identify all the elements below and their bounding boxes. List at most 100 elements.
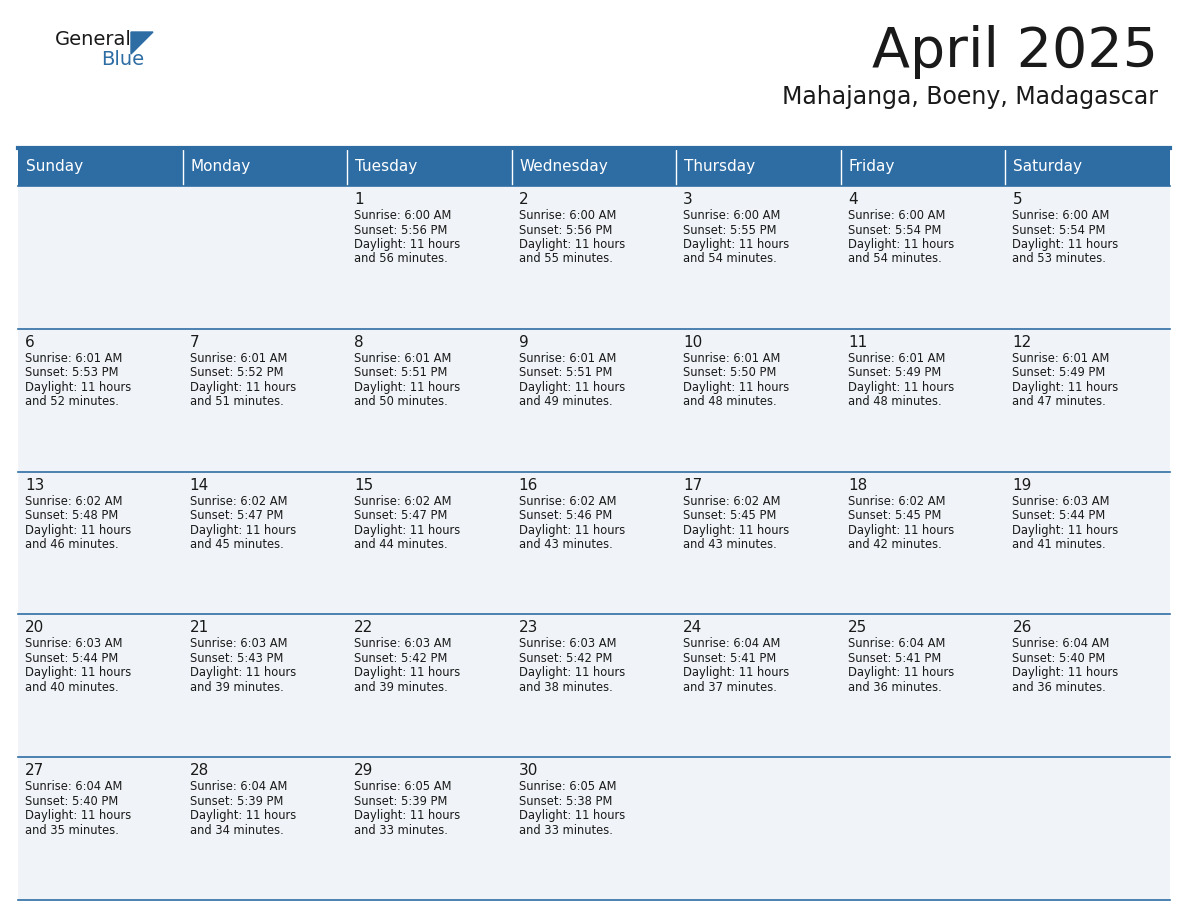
Text: and 38 minutes.: and 38 minutes. [519,681,613,694]
Text: Sunset: 5:44 PM: Sunset: 5:44 PM [1012,509,1106,522]
Text: and 49 minutes.: and 49 minutes. [519,396,612,409]
Bar [841,148,1005,186]
Text: 22: 22 [354,621,373,635]
Text: Sunrise: 6:00 AM: Sunrise: 6:00 AM [848,209,946,222]
Text: Sunset: 5:55 PM: Sunset: 5:55 PM [683,223,777,237]
Text: Sunset: 5:44 PM: Sunset: 5:44 PM [25,652,119,665]
Text: Sunrise: 6:01 AM: Sunrise: 6:01 AM [683,352,781,364]
Text: Daylight: 11 hours: Daylight: 11 hours [1012,523,1119,537]
Bar [676,329,841,472]
Text: Daylight: 11 hours: Daylight: 11 hours [683,666,790,679]
Text: Sunset: 5:45 PM: Sunset: 5:45 PM [683,509,777,522]
Bar [347,614,512,757]
Bar [676,148,841,186]
Text: April 2025: April 2025 [872,25,1158,79]
Bar [1005,148,1170,186]
Bar [676,757,841,900]
Bar [512,186,676,329]
Text: Tuesday: Tuesday [355,160,417,174]
Text: Sunrise: 6:01 AM: Sunrise: 6:01 AM [519,352,617,364]
Text: Blue: Blue [101,50,144,69]
Text: Monday: Monday [190,160,251,174]
Bar [512,329,676,472]
Text: Sunset: 5:47 PM: Sunset: 5:47 PM [190,509,283,522]
Bar [1005,757,1170,900]
Text: Sunrise: 6:01 AM: Sunrise: 6:01 AM [1012,352,1110,364]
Text: 14: 14 [190,477,209,493]
Bar [347,472,512,614]
Text: 27: 27 [25,763,44,778]
Text: Sunset: 5:39 PM: Sunset: 5:39 PM [190,795,283,808]
Text: Sunset: 5:41 PM: Sunset: 5:41 PM [683,652,777,665]
Text: Daylight: 11 hours: Daylight: 11 hours [354,523,461,537]
Text: Sunset: 5:49 PM: Sunset: 5:49 PM [1012,366,1106,379]
Bar [183,472,347,614]
Text: and 42 minutes.: and 42 minutes. [848,538,942,551]
Text: Sunset: 5:40 PM: Sunset: 5:40 PM [25,795,119,808]
Text: and 33 minutes.: and 33 minutes. [354,823,448,836]
Text: Sunrise: 6:02 AM: Sunrise: 6:02 AM [683,495,781,508]
Bar [841,614,1005,757]
Bar [1005,186,1170,329]
Text: 11: 11 [848,335,867,350]
Text: Daylight: 11 hours: Daylight: 11 hours [519,666,625,679]
Text: Sunrise: 6:02 AM: Sunrise: 6:02 AM [848,495,946,508]
Text: and 36 minutes.: and 36 minutes. [848,681,942,694]
Text: Daylight: 11 hours: Daylight: 11 hours [354,666,461,679]
Text: Daylight: 11 hours: Daylight: 11 hours [190,666,296,679]
Bar [347,329,512,472]
Text: Sunset: 5:39 PM: Sunset: 5:39 PM [354,795,448,808]
Text: Sunset: 5:41 PM: Sunset: 5:41 PM [848,652,941,665]
Bar [18,148,183,186]
Bar [1005,614,1170,757]
Text: Sunrise: 6:02 AM: Sunrise: 6:02 AM [190,495,287,508]
Text: Sunset: 5:40 PM: Sunset: 5:40 PM [1012,652,1106,665]
Text: Daylight: 11 hours: Daylight: 11 hours [848,381,954,394]
Text: Sunrise: 6:02 AM: Sunrise: 6:02 AM [25,495,122,508]
Text: and 50 minutes.: and 50 minutes. [354,396,448,409]
Text: Sunset: 5:48 PM: Sunset: 5:48 PM [25,509,119,522]
Text: 5: 5 [1012,192,1022,207]
Text: 23: 23 [519,621,538,635]
Text: Sunset: 5:56 PM: Sunset: 5:56 PM [354,223,448,237]
Text: and 47 minutes.: and 47 minutes. [1012,396,1106,409]
Bar [1005,329,1170,472]
Text: and 35 minutes.: and 35 minutes. [25,823,119,836]
Text: and 43 minutes.: and 43 minutes. [683,538,777,551]
Text: Sunrise: 6:03 AM: Sunrise: 6:03 AM [354,637,451,650]
Text: Sunday: Sunday [26,160,83,174]
Text: Daylight: 11 hours: Daylight: 11 hours [519,381,625,394]
Text: 28: 28 [190,763,209,778]
Text: Sunrise: 6:01 AM: Sunrise: 6:01 AM [190,352,287,364]
Bar [512,614,676,757]
Text: 16: 16 [519,477,538,493]
Text: Sunrise: 6:04 AM: Sunrise: 6:04 AM [848,637,946,650]
Text: Sunrise: 6:01 AM: Sunrise: 6:01 AM [25,352,122,364]
Text: Sunrise: 6:03 AM: Sunrise: 6:03 AM [519,637,617,650]
Text: Daylight: 11 hours: Daylight: 11 hours [519,523,625,537]
Text: and 41 minutes.: and 41 minutes. [1012,538,1106,551]
Text: and 39 minutes.: and 39 minutes. [354,681,448,694]
Text: 30: 30 [519,763,538,778]
Text: and 37 minutes.: and 37 minutes. [683,681,777,694]
Text: Daylight: 11 hours: Daylight: 11 hours [190,523,296,537]
Bar [841,186,1005,329]
Text: 18: 18 [848,477,867,493]
Text: and 56 minutes.: and 56 minutes. [354,252,448,265]
Text: 12: 12 [1012,335,1031,350]
Text: 17: 17 [683,477,702,493]
Text: Sunset: 5:56 PM: Sunset: 5:56 PM [519,223,612,237]
Text: Sunrise: 6:00 AM: Sunrise: 6:00 AM [683,209,781,222]
Text: Thursday: Thursday [684,160,756,174]
Bar [183,186,347,329]
Text: Sunset: 5:50 PM: Sunset: 5:50 PM [683,366,777,379]
Text: Sunrise: 6:01 AM: Sunrise: 6:01 AM [848,352,946,364]
Text: Daylight: 11 hours: Daylight: 11 hours [354,238,461,251]
Text: Sunrise: 6:04 AM: Sunrise: 6:04 AM [190,780,287,793]
Text: Sunset: 5:54 PM: Sunset: 5:54 PM [1012,223,1106,237]
Text: 19: 19 [1012,477,1032,493]
Text: Daylight: 11 hours: Daylight: 11 hours [848,666,954,679]
Bar [676,472,841,614]
Text: Sunset: 5:43 PM: Sunset: 5:43 PM [190,652,283,665]
Text: 20: 20 [25,621,44,635]
